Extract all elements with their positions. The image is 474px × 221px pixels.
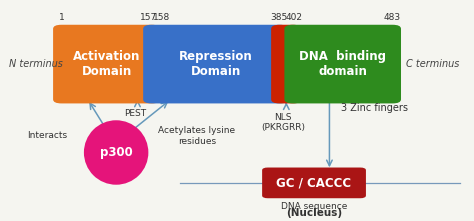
FancyBboxPatch shape (53, 25, 160, 103)
FancyBboxPatch shape (271, 25, 301, 103)
Text: 158: 158 (153, 13, 170, 22)
Ellipse shape (84, 120, 148, 185)
Text: p300: p300 (100, 146, 133, 159)
Text: 385: 385 (270, 13, 287, 22)
Text: (Nucleus): (Nucleus) (286, 208, 342, 218)
Text: N terminus: N terminus (9, 59, 64, 69)
Text: DNA sequence: DNA sequence (281, 202, 347, 211)
Text: NLS
(PKRGRR): NLS (PKRGRR) (261, 113, 305, 132)
Text: 1: 1 (59, 13, 64, 22)
Text: 402: 402 (285, 13, 302, 22)
Text: 3 Zinc fingers: 3 Zinc fingers (341, 103, 408, 113)
Text: Repression
Domain: Repression Domain (179, 50, 253, 78)
Text: PEST: PEST (124, 109, 146, 118)
Text: Activation
Domain: Activation Domain (73, 50, 140, 78)
Text: C terminus: C terminus (406, 59, 460, 69)
Text: Interacts: Interacts (27, 131, 67, 140)
FancyBboxPatch shape (284, 25, 401, 103)
Text: 157: 157 (140, 13, 157, 22)
Text: Acetylates lysine
residues: Acetylates lysine residues (158, 126, 235, 146)
FancyBboxPatch shape (262, 168, 366, 198)
FancyBboxPatch shape (143, 25, 288, 103)
Text: GC / CACCC: GC / CACCC (276, 176, 352, 189)
Text: 483: 483 (384, 13, 401, 22)
Text: DNA  binding
domain: DNA binding domain (299, 50, 386, 78)
